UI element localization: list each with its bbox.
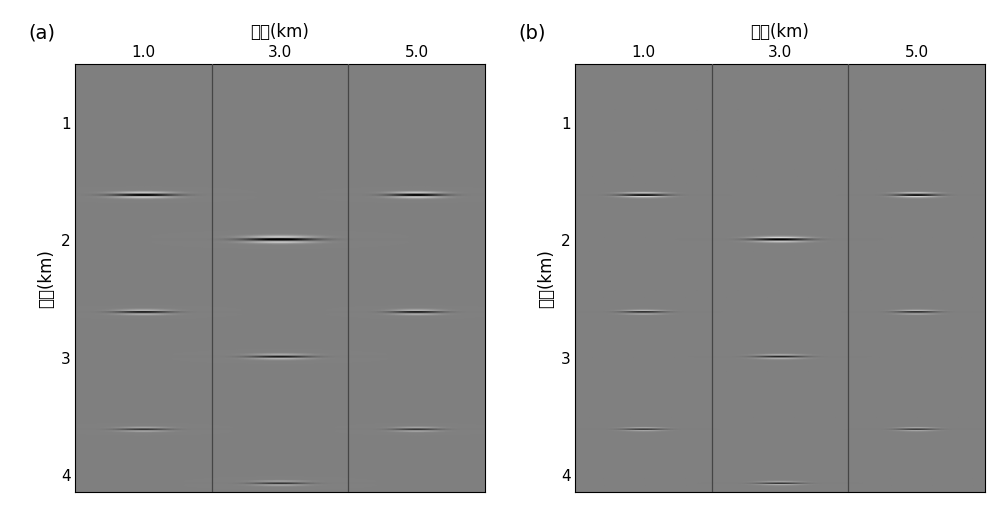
Y-axis label: 深度(km): 深度(km) <box>38 249 56 308</box>
X-axis label: 位置(km): 位置(km) <box>251 23 309 41</box>
X-axis label: 位置(km): 位置(km) <box>751 23 809 41</box>
Y-axis label: 深度(km): 深度(km) <box>538 249 556 308</box>
Text: (a): (a) <box>28 23 55 42</box>
Text: (b): (b) <box>518 23 546 42</box>
